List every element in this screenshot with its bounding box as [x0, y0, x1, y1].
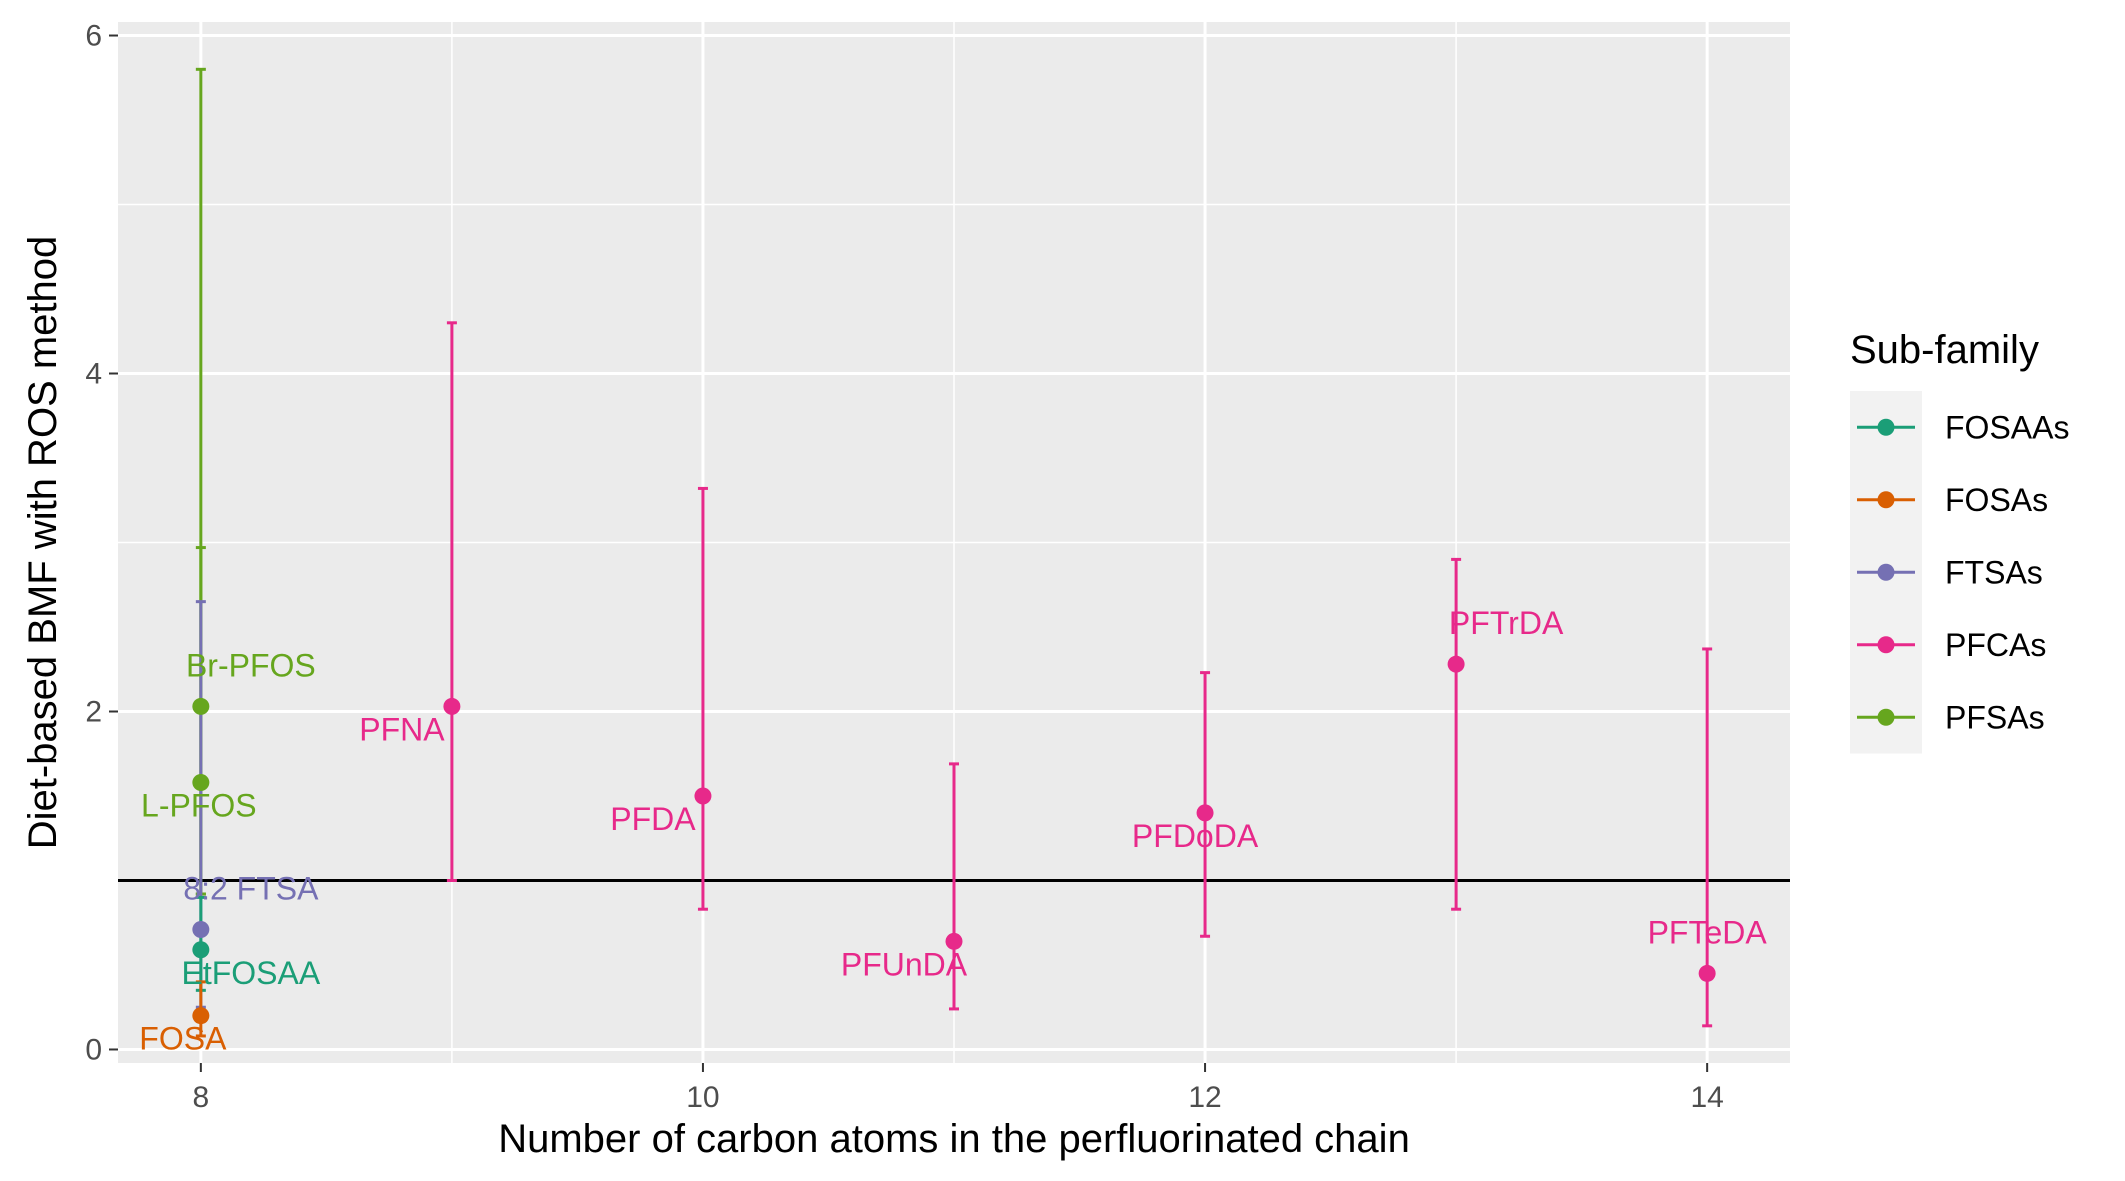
legend-key-point-pfcas: [1877, 636, 1895, 654]
legend-label-fosaas: FOSAAs: [1945, 409, 2069, 445]
point-pftrda: [1447, 655, 1465, 673]
legend-entries: FOSAAs FOSAs FTSAs PFCAs PFSAs: [1857, 409, 2069, 735]
legend-label-ftsas: FTSAs: [1945, 554, 2043, 590]
legend-label-pfsas: PFSAs: [1945, 699, 2045, 735]
point-pfteda: [1698, 964, 1716, 982]
y-tick-label: 6: [85, 20, 102, 53]
x-axis: 8 10 12 14: [193, 1063, 1724, 1114]
y-tick-label: 2: [85, 695, 102, 728]
point-etfosaa: [192, 941, 210, 959]
label-l-pfos: L-PFOS: [141, 787, 257, 823]
x-tick-label: 10: [686, 1081, 719, 1114]
legend-title: Sub-family: [1850, 328, 2039, 372]
legend-key-point-pfsas: [1877, 708, 1895, 726]
x-tick-label: 8: [193, 1081, 210, 1114]
label-br-pfos: Br-PFOS: [186, 647, 316, 683]
y-axis: 0 2 4 6: [85, 20, 118, 1066]
legend-label-pfcas: PFCAs: [1945, 627, 2046, 663]
point-br-pfos: [192, 697, 210, 715]
legend-key-point-fosaas: [1877, 418, 1895, 436]
label-fosa: FOSA: [139, 1021, 227, 1057]
point-fosa: [192, 1007, 210, 1025]
x-axis-title: Number of carbon atoms in the perfluorin…: [498, 1117, 1410, 1161]
error-bars: [195, 67, 1713, 1038]
legend-key-point-ftsas: [1877, 563, 1895, 581]
label-pfda: PFDA: [610, 801, 696, 837]
point-pfna: [443, 697, 461, 715]
label-pfteda: PFTeDA: [1648, 914, 1768, 950]
point-pfdoda: [1196, 804, 1214, 822]
label-8-2-ftsa: 8:2 FTSA: [183, 870, 319, 906]
y-axis-title: Diet-based BMF with ROS method: [21, 236, 65, 850]
point-l-pfos: [192, 773, 210, 791]
point-pfda: [694, 787, 712, 805]
x-tick-label: 14: [1690, 1081, 1723, 1114]
label-pftrda: PFTrDA: [1449, 605, 1564, 641]
legend-label-fosas: FOSAs: [1945, 482, 2048, 518]
legend: Sub-family FOSAAs FOSAs FTSAs PFCAs PFSAs: [1850, 328, 2069, 754]
label-etfosaa: EtFOSAA: [181, 955, 320, 991]
label-pfunda: PFUnDA: [841, 946, 968, 982]
point-8-2-ftsa: [192, 920, 210, 938]
data-points: [192, 655, 1716, 1025]
label-pfdoda: PFDoDA: [1132, 818, 1259, 854]
legend-key-point-fosas: [1877, 491, 1895, 509]
y-tick-label: 0: [85, 1033, 102, 1066]
point-pfunda: [945, 932, 963, 950]
point-labels: Br-PFOS L-PFOS 8:2 FTSA EtFOSAA FOSA PFNA PFDA…: [139, 605, 1767, 1057]
label-pfna: PFNA: [359, 711, 445, 747]
y-tick-label: 4: [85, 358, 102, 391]
x-tick-label: 12: [1188, 1081, 1221, 1114]
